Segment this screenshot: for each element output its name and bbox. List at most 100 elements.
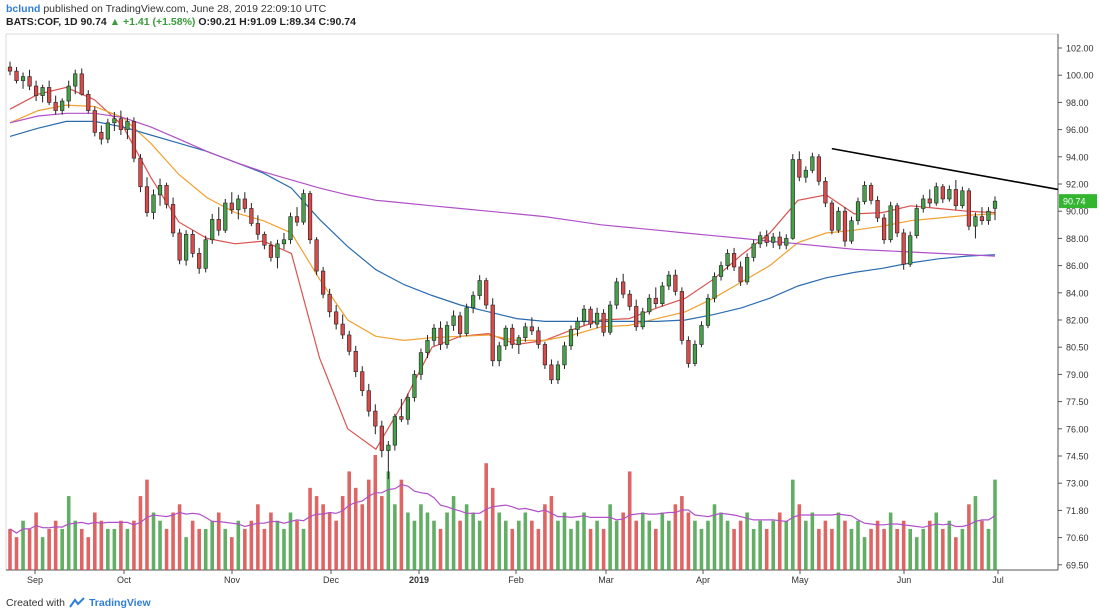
volume-bar [706, 520, 710, 570]
candle-body [901, 232, 906, 265]
volume-bar [288, 512, 293, 570]
candle-body [940, 186, 945, 200]
candle-body [27, 76, 32, 87]
volume-bar [954, 537, 958, 570]
volume-bar [745, 512, 749, 570]
candle-body [575, 321, 580, 330]
price-tick-label: 100.00 [1066, 71, 1094, 81]
last-price-tag [1059, 194, 1097, 209]
volume-bar [8, 528, 12, 570]
volume-bar [712, 504, 717, 570]
candle-body [33, 85, 39, 96]
candle-body [960, 190, 965, 207]
candle-body [223, 202, 228, 231]
candle-body [979, 216, 985, 222]
volume-bar [986, 528, 991, 570]
symbol[interactable]: BATS:COF, 1D [6, 16, 78, 28]
volume-bar [725, 520, 730, 570]
volume-bar [530, 520, 534, 570]
volume-bar [908, 528, 912, 570]
candle-body [438, 327, 443, 345]
candle-body [464, 307, 469, 334]
candle-body [20, 76, 26, 81]
candle-body [764, 235, 769, 243]
volume-bar [719, 512, 723, 570]
candle-body [882, 217, 887, 241]
price-tick-label: 92.00 [1066, 180, 1089, 190]
candle-body [399, 416, 404, 420]
volume-bar [582, 512, 586, 570]
volume-bar [536, 528, 541, 570]
volume-bar [634, 520, 639, 570]
volume-bar [93, 512, 97, 570]
candle-body [953, 189, 958, 207]
candle-body [634, 306, 639, 328]
candle-body [262, 234, 267, 246]
volume-bar [588, 528, 593, 570]
volume-bar [503, 520, 508, 570]
candle-body [321, 270, 326, 295]
volume-bar [980, 520, 984, 570]
candle-body [731, 253, 737, 268]
volume-bar [914, 537, 919, 570]
price-tick-label: 71.80 [1066, 506, 1089, 516]
candle-body [836, 210, 841, 231]
volume-bar [888, 512, 893, 570]
time-tick-label: Dec [323, 575, 340, 585]
volume-bar [269, 512, 273, 570]
volume-bar [771, 520, 776, 570]
volume-bar [99, 520, 104, 570]
price-tick-label: 77.50 [1066, 397, 1089, 407]
volume-bar [40, 537, 45, 570]
candle-body [14, 70, 19, 81]
volume-bar [477, 520, 482, 570]
last-price: 90.74 [80, 16, 107, 28]
candle-body [301, 193, 306, 223]
candle-body [177, 232, 182, 261]
candle-body [471, 295, 476, 309]
candle-body [771, 236, 776, 243]
volume-bar [647, 520, 652, 570]
candle-body [588, 308, 593, 325]
volume-bar [549, 496, 554, 570]
candle-body [314, 239, 319, 272]
tradingview-brand[interactable]: TradingView [88, 597, 151, 609]
candle-body [523, 326, 528, 338]
candle-body [7, 66, 13, 72]
time-tick-label: Mar [598, 575, 614, 585]
candle-body [138, 157, 143, 188]
volume-bar [667, 520, 671, 570]
volume-bar [47, 528, 51, 570]
candle-body [666, 274, 671, 287]
time-tick-label: May [791, 575, 809, 585]
volume-bar [640, 512, 645, 570]
candle-body [823, 180, 828, 204]
time-tick-label: Jun [897, 575, 912, 585]
volume-bar [386, 471, 391, 570]
volume-bar [608, 504, 612, 570]
volume-bar [947, 520, 952, 570]
candle-body [236, 198, 241, 211]
volume-bar [73, 520, 78, 570]
candle-body [66, 85, 71, 102]
candle-body [268, 244, 274, 258]
candle-body [686, 340, 691, 364]
candle-body [334, 311, 339, 325]
candle-body [418, 352, 424, 375]
moving-average-line [9, 112, 996, 257]
volume-bar [308, 487, 312, 570]
candle-body [816, 156, 821, 182]
candle-body [281, 239, 287, 245]
volume-bar [967, 504, 971, 570]
author-name[interactable]: bclund [6, 3, 41, 15]
volume-bar [758, 520, 762, 570]
volume-bar [732, 528, 736, 570]
volume-bar [425, 512, 430, 570]
volume-bar [373, 455, 378, 570]
price-tick-label: 82.00 [1066, 316, 1089, 326]
volume-bar [941, 528, 945, 570]
volume-bar [66, 496, 71, 570]
candle-body [170, 204, 176, 234]
candle-body [542, 344, 547, 366]
